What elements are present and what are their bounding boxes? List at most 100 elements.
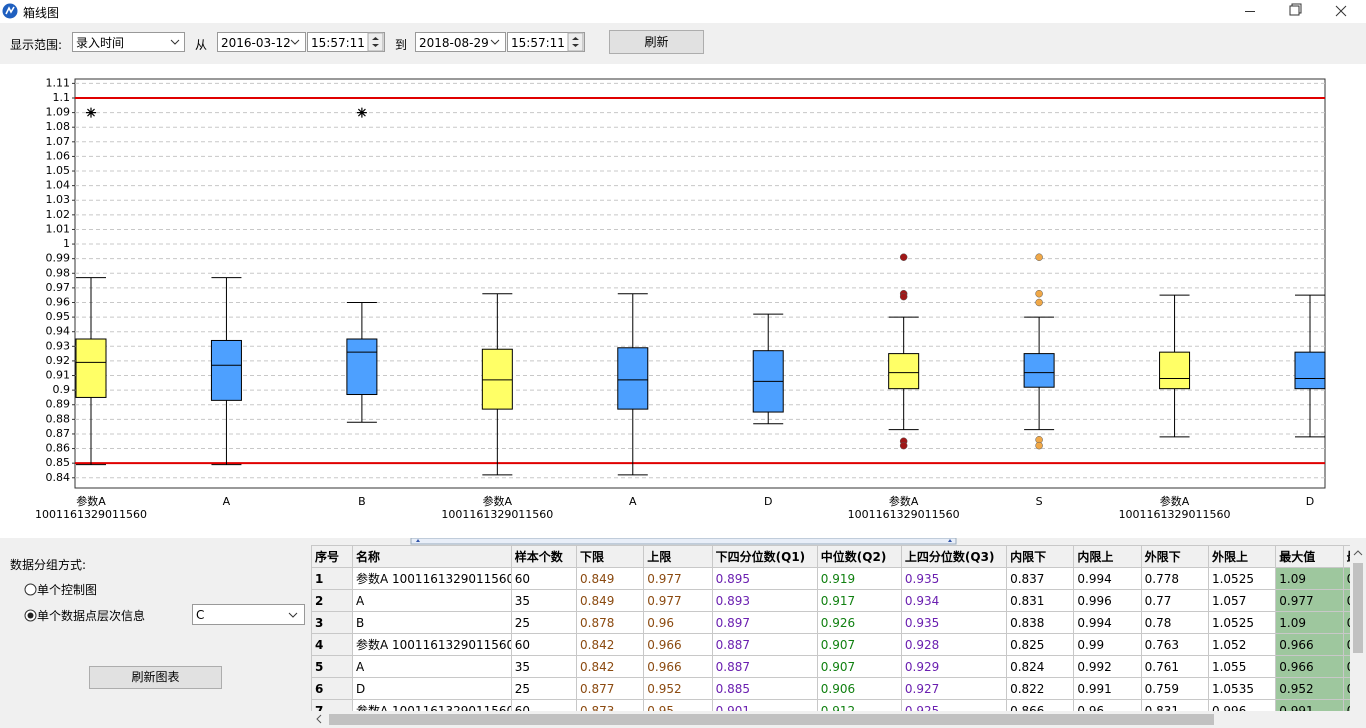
table-cell: 0.907: [816, 633, 902, 656]
to-date-value: 2018-08-29: [419, 36, 489, 50]
table-cell: 1.052: [1207, 633, 1277, 656]
refresh-button[interactable]: 刷新: [609, 30, 704, 54]
header-cell: 样本个数: [510, 545, 578, 568]
y-tick-label: 0.9: [53, 383, 71, 396]
group-label: 数据分组方式:: [10, 558, 87, 572]
y-tick-label: 0.97: [46, 281, 71, 294]
table-cell: 6: [311, 677, 353, 700]
refresh-chart-button[interactable]: 刷新图表: [89, 666, 222, 689]
table-row[interactable]: 4 参数A 1001161329011560 60 0.842 0.966 0.887 0.…: [311, 633, 1350, 656]
field-arrows: [170, 32, 584, 52]
x-tick-label: 1001161329011560: [1119, 508, 1231, 521]
range-value: 录入时间: [76, 36, 125, 50]
extreme-outlier: [86, 107, 96, 118]
table-cell: 0.893: [711, 589, 818, 612]
vertical-scrollbar[interactable]: [1350, 545, 1366, 728]
level-select[interactable]: C: [192, 604, 305, 625]
header-cell: 最大值: [1275, 545, 1344, 568]
dropdown-arrow: [288, 612, 298, 618]
horizontal-scrollbar[interactable]: [311, 711, 1350, 728]
table-cell: 60: [510, 699, 578, 711]
outlier: [899, 253, 908, 261]
table-cell: 0.842: [575, 633, 645, 656]
radio-circle: [24, 583, 37, 596]
table-cell: 0.901: [711, 699, 818, 711]
y-tick-label: 0.99: [46, 252, 71, 265]
extreme-outlier: [356, 107, 367, 118]
window-controls[interactable]: [1230, 0, 1366, 23]
table-cell: 0.99: [1073, 633, 1142, 656]
box: [1294, 351, 1326, 390]
table-cell: 0.887: [711, 633, 818, 656]
table-cell: 0.849: [575, 589, 645, 612]
table-cell: 0.95: [643, 699, 713, 711]
table-cell: 0.96: [1073, 699, 1142, 711]
table-cell: 0.991: [1275, 699, 1344, 711]
table-cell: 0.761: [1140, 655, 1209, 678]
radio-option[interactable]: 单个控制图: [24, 581, 97, 598]
table-cell: 1.09: [1275, 567, 1344, 590]
radio-option[interactable]: 单个数据点层次信息: [24, 607, 145, 624]
table-cell: 0.763: [1140, 633, 1209, 656]
header-row[interactable]: 序号 名称 样本个数 下限 上限 下四分位数(Q1) 中位数(Q2) 上四分位数(Q3) 内限下…: [311, 545, 1350, 568]
from-time-value: 15:57:11: [311, 36, 365, 50]
x-tick-label: 1001161329011560: [35, 508, 147, 521]
header-cell: 外限上: [1207, 545, 1277, 568]
header-cell: 名称: [352, 545, 512, 568]
table-cell: 1.0525: [1207, 611, 1277, 634]
outlier: [899, 441, 908, 450]
table-cell: 0.952: [643, 677, 713, 700]
table-cell: 0.912: [816, 699, 902, 711]
table-row[interactable]: 6 D 25 0.877 0.952 0.885 0.906 0.927 0.822 0.991 0…: [311, 677, 1350, 700]
from-date[interactable]: 2016-03-12: [217, 32, 306, 52]
y-tick-label: 0.93: [46, 339, 71, 352]
table-cell: 2: [311, 589, 353, 612]
table-cell: 0.862: [1342, 699, 1350, 711]
outlier: [1035, 298, 1043, 307]
to-date[interactable]: 2018-08-29: [415, 32, 506, 52]
box: [1159, 351, 1191, 390]
box: [75, 338, 107, 398]
x-tick-label: D: [764, 495, 772, 508]
table-cell: A: [352, 589, 512, 612]
table-row[interactable]: 5 A 35 0.842 0.966 0.887 0.907 0.929 0.824 0.992 0…: [311, 655, 1350, 678]
x-tick-label: 参数A: [1160, 494, 1190, 508]
from-time[interactable]: 15:57:11: [307, 32, 385, 52]
table-cell: 5: [311, 655, 353, 678]
y-tick-label: 1.05: [46, 164, 71, 177]
table-cell: 0.966: [643, 655, 713, 678]
table-cell: 0.934: [900, 589, 1008, 612]
range-select[interactable]: 录入时间: [72, 32, 185, 52]
table-cell: 7: [311, 699, 353, 711]
table-cell: 0.927: [900, 677, 1008, 700]
table-cell: 0.842: [1342, 655, 1350, 678]
radio-label: 单个数据点层次信息: [37, 609, 146, 623]
refresh-chart-label: 刷新图表: [131, 670, 180, 684]
y-tick-label: 1.11: [46, 76, 71, 89]
table-row[interactable]: 2 A 35 0.849 0.977 0.893 0.917 0.934 0.831 0.996 0…: [311, 589, 1350, 612]
header-cell: 上限: [643, 545, 713, 568]
table-cell: 0.842: [1342, 633, 1350, 656]
table-cell: 0.895: [711, 567, 818, 590]
table-row[interactable]: 1 参数A 1001161329011560 60 0.849 0.977 0.895 0.…: [311, 567, 1350, 590]
toolbar: 显示范围: 录入时间 从 2016-03-12 15:57:11 到 2018-…: [0, 23, 1366, 65]
to-time[interactable]: 15:57:11: [507, 32, 585, 52]
table-cell: 0.966: [643, 633, 713, 656]
splitter[interactable]: [0, 538, 1366, 545]
table-cell: 1.0535: [1207, 677, 1277, 700]
table-cell: 60: [510, 633, 578, 656]
table-cell: 0.996: [1073, 589, 1142, 612]
table-row[interactable]: 3 B 25 0.878 0.96 0.897 0.926 0.935 0.838 0.994 0.…: [311, 611, 1350, 634]
outlier: [1035, 253, 1043, 261]
table: 序号 名称 样本个数 下限 上限 下四分位数(Q1) 中位数(Q2) 上四分位数(Q3) 内限下…: [311, 545, 1350, 711]
table-cell: 参数A 1001161329011560: [352, 567, 512, 590]
y-tick-label: 1.07: [46, 135, 71, 148]
table-cell: 0.849: [1342, 567, 1350, 590]
table-row[interactable]: 7 参数A 1001161329011560 60 0.873 0.95 0.901 0.9…: [311, 699, 1350, 711]
table-cell: 0.991: [1073, 677, 1142, 700]
table-cell: 0.778: [1140, 567, 1209, 590]
table-cell: 0.919: [816, 567, 902, 590]
outlier: [1035, 441, 1043, 450]
y-tick-label: 0.89: [46, 398, 71, 411]
table-cell: 0.837: [1006, 567, 1075, 590]
